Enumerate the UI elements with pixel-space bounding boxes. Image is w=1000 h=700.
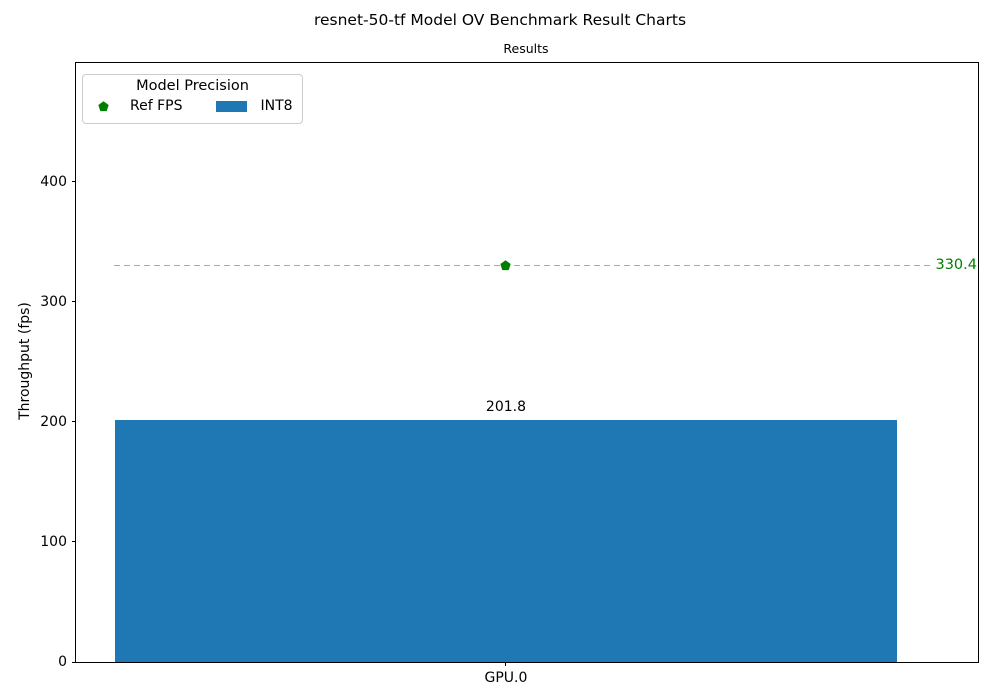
y-tick-label: 100: [40, 533, 67, 550]
plot-area: Model Precision Ref FPS INT8 0 100 200 300 4…: [40, 62, 979, 686]
y-axis-label: Throughput (fps): [17, 302, 33, 420]
y-tick-label: 300: [40, 293, 67, 310]
y-tick-mark: [72, 541, 76, 543]
legend: Model Precision Ref FPS INT8: [82, 74, 303, 124]
figure-title: resnet-50-tf Model OV Benchmark Result C…: [313, 11, 687, 29]
y-tick-label: 0: [58, 654, 67, 670]
y-tick-mark: [72, 661, 76, 663]
legend-label-int8: INT8: [260, 98, 293, 114]
y-tick-label: 200: [40, 413, 67, 430]
ref-value-label: 330.4: [935, 257, 977, 274]
bar-int8: [115, 419, 897, 662]
legend-items-row: Ref FPS INT8: [83, 98, 302, 114]
y-tick-mark: [72, 181, 76, 183]
pentagon-marker-icon: [98, 100, 109, 111]
legend-label-ref-fps: Ref FPS: [130, 98, 183, 114]
ref-fps-line: [114, 264, 931, 267]
pentagon-shape: [98, 100, 109, 111]
y-tick-mark: [72, 301, 76, 303]
y-tick-label: 400: [40, 173, 67, 190]
x-tick-label: GPU.0: [484, 670, 528, 686]
bar-value-label: 201.8: [485, 398, 527, 415]
axes-title: Results: [503, 41, 549, 56]
int8-color-swatch: [216, 100, 248, 112]
pentagon-shape: [500, 260, 512, 270]
legend-title: Model Precision: [136, 78, 249, 94]
x-tick-mark: [505, 662, 507, 666]
ref-fps-pentagon-icon: [500, 260, 512, 270]
y-tick-mark: [72, 421, 76, 423]
